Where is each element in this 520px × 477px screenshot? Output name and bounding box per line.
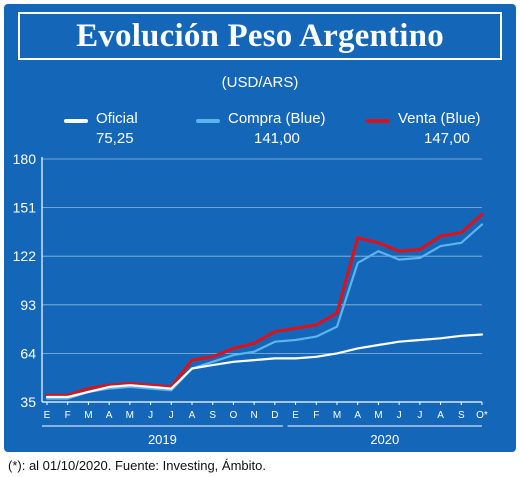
x-tick-label: O [230, 410, 238, 421]
title-box: Evolución Peso Argentino [18, 12, 502, 60]
chart-subtitle: (USD/ARS) [221, 74, 299, 91]
x-tick-label: N [251, 410, 258, 421]
legend-name-venta: Venta (Blue) [398, 110, 481, 127]
x-tick-label: S [209, 410, 216, 421]
x-tick-label: J [169, 410, 174, 421]
legend-value-oficial: 75,25 [96, 130, 134, 147]
y-tick-label: 64 [20, 345, 36, 361]
series-line-oficial [45, 333, 484, 399]
y-tick-label: 180 [13, 151, 37, 167]
footnote: (*): al 01/10/2020. Fuente: Investing, Á… [8, 458, 266, 473]
series-line-compra [45, 223, 484, 400]
x-tick-label: D [271, 410, 278, 421]
x-tick-label: M [84, 410, 92, 421]
legend-item-oficial: Oficial 75,25 [64, 110, 174, 150]
x-tick-label: M [333, 410, 341, 421]
x-tick-label: E [292, 410, 299, 421]
legend-value-compra: 141,00 [254, 130, 300, 147]
year-label-2019: 2019 [148, 432, 177, 447]
legend-swatch-oficial [64, 119, 88, 123]
legend-item-venta: Venta (Blue) 147,00 [366, 110, 512, 150]
legend-item-compra: Compra (Blue) 141,00 [196, 110, 346, 150]
legend-name-compra: Compra (Blue) [228, 110, 326, 127]
x-tick-label: S [458, 410, 465, 421]
legend-name-oficial: Oficial [96, 110, 138, 127]
x-tick-label: M [374, 410, 382, 421]
x-tick-label: J [148, 410, 153, 421]
legend-swatch-venta [366, 119, 390, 123]
y-tick-label: 151 [13, 200, 37, 216]
x-tick-label: F [313, 410, 319, 421]
x-tick-label: A [106, 410, 113, 421]
y-tick-label: 35 [20, 394, 36, 410]
chart-panel: Evolución Peso Argentino (USD/ARS) Ofici… [4, 4, 516, 452]
x-tick-label: O* [476, 410, 488, 421]
year-label-2020: 2020 [370, 432, 399, 447]
series-line-venta [45, 212, 484, 397]
x-tick-label: A [189, 410, 196, 421]
x-tick-label: A [437, 410, 444, 421]
y-tick-label: 93 [20, 297, 36, 313]
x-tick-label: E [44, 410, 51, 421]
x-tick-label: J [417, 410, 422, 421]
x-tick-label: A [354, 410, 361, 421]
legend-value-venta: 147,00 [424, 130, 470, 147]
legend-swatch-compra [196, 119, 220, 123]
y-tick-label: 122 [13, 248, 37, 264]
x-tick-label: M [126, 410, 134, 421]
line-chart: 35 64 93 122 151 180 E F M A M J J A S O N D E F M A M J J A S O* 20… [13, 151, 488, 447]
chart-title: Evolución Peso Argentino [76, 17, 444, 54]
x-tick-label: J [397, 410, 402, 421]
x-tick-label: F [65, 410, 71, 421]
